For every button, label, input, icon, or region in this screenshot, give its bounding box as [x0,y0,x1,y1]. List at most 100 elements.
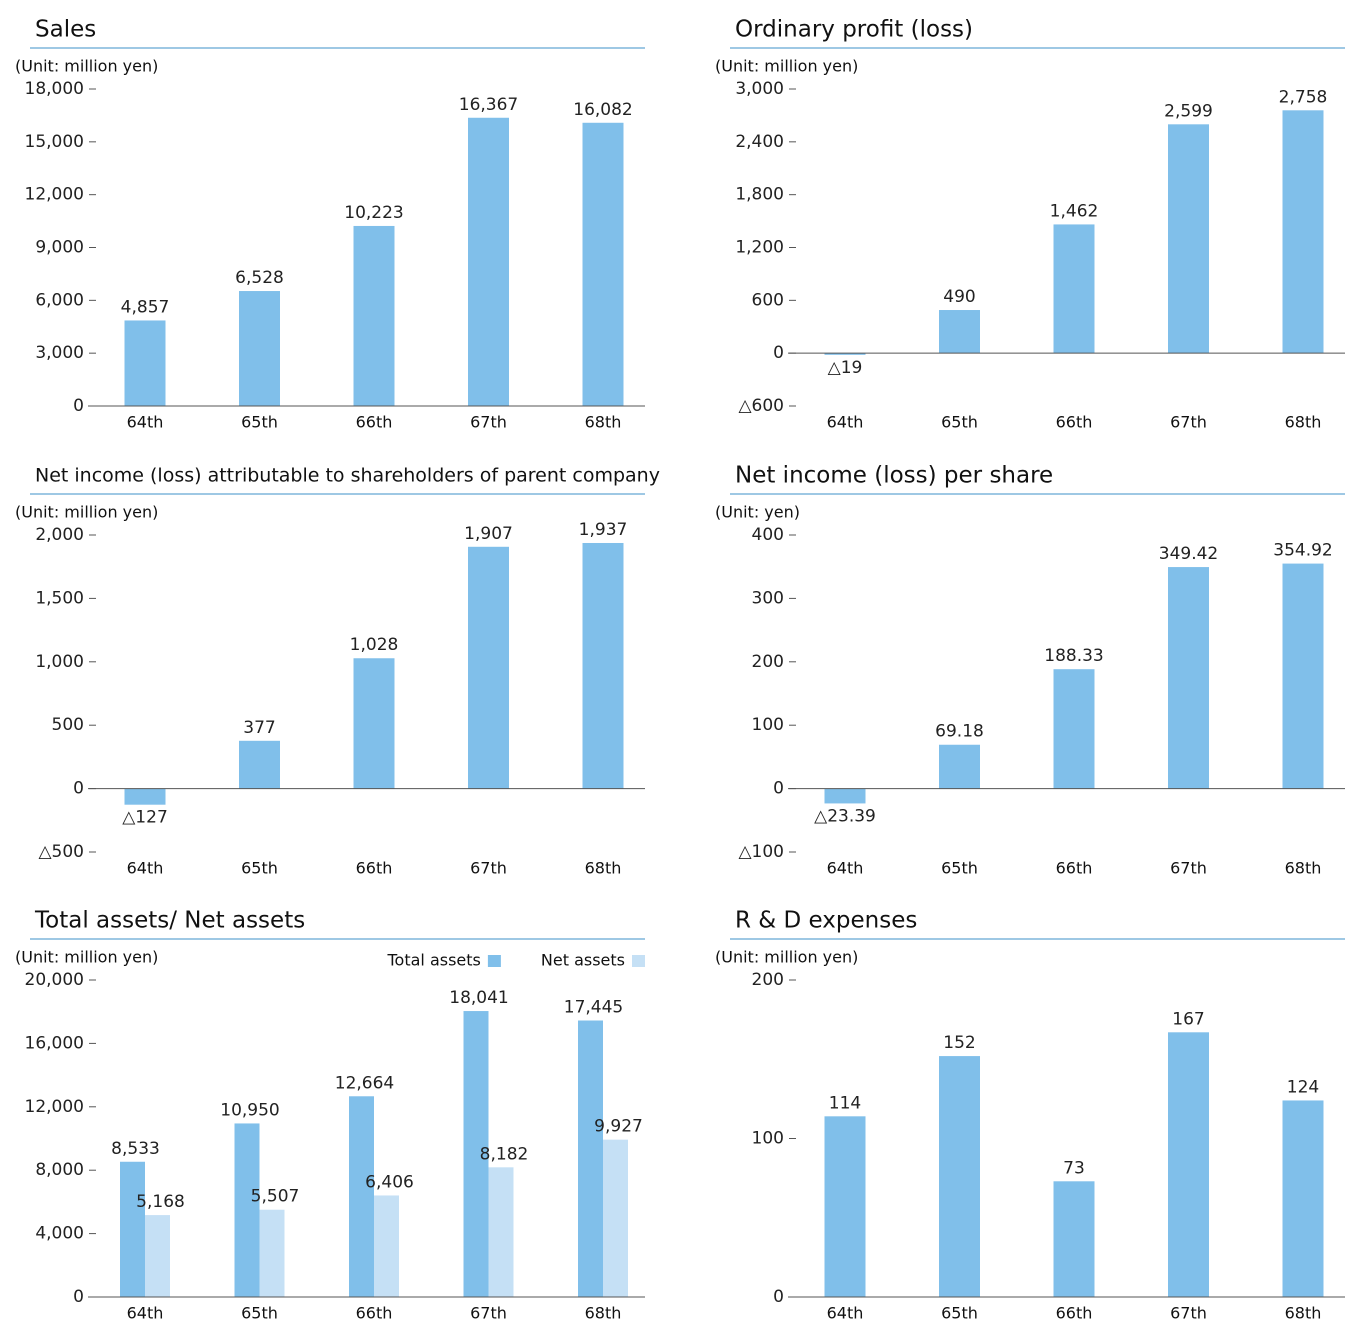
y-tick-label: 8,000 [35,1160,84,1180]
value-label: 4,857 [121,297,170,317]
x-tick-label: 66th [356,859,393,878]
value-label: 8,182 [480,1144,529,1164]
y-tick-label: 200 [752,970,784,990]
value-label: △19 [828,358,863,378]
bar [463,1011,489,1297]
y-tick-label: 100 [752,1129,784,1149]
bar [239,740,280,789]
value-label: 152 [943,1033,975,1053]
value-label: 354.92 [1273,541,1332,561]
bar [234,1123,260,1297]
bar [1282,563,1324,789]
y-tick-label: 0 [773,779,784,799]
bar [939,310,980,354]
y-tick-label: 400 [752,525,784,545]
chart-title: R & D expenses [735,908,917,934]
bar [1168,567,1209,789]
y-tick-label: 2,000 [35,525,84,545]
bar [1282,1100,1324,1297]
unit-label: (Unit: million yen) [715,948,858,967]
y-tick-label: 16,000 [25,1033,84,1053]
value-label: 9,927 [594,1117,643,1137]
x-tick-label: 68th [585,859,622,878]
x-tick-label: 64th [127,1304,164,1323]
value-label: 10,950 [220,1100,279,1120]
value-label: 16,082 [573,100,632,120]
bar [582,542,624,789]
value-label: 1,937 [579,520,628,540]
x-tick-label: 66th [356,1304,393,1323]
y-tick-label: 4,000 [35,1224,84,1244]
unit-label: (Unit: million yen) [15,57,158,76]
x-tick-label: 64th [127,413,164,432]
x-tick-label: 65th [941,413,978,432]
x-tick-label: 67th [470,859,507,878]
y-tick-label: 15,000 [25,132,84,152]
legend-swatch [632,955,645,967]
x-tick-label: 68th [585,413,622,432]
legend-swatch [487,955,501,967]
value-label: 8,533 [111,1139,160,1159]
x-tick-label: 67th [470,1304,507,1323]
x-tick-label: 65th [241,413,278,432]
bar [603,1139,628,1297]
value-label: 16,367 [459,95,518,115]
y-tick-label: 2,400 [735,132,784,152]
y-tick-label: 20,000 [25,970,84,990]
value-label: △127 [122,808,168,828]
value-label: 1,462 [1050,201,1099,221]
y-tick-label: 0 [773,1287,784,1307]
value-label: 1,907 [464,524,513,544]
value-label: 6,528 [235,268,284,288]
value-label: 12,664 [335,1073,394,1093]
bar [1168,124,1209,354]
y-tick-label: 1,800 [735,185,784,205]
value-label: 17,445 [564,997,623,1017]
x-tick-label: 65th [241,1304,278,1323]
bar [939,1056,980,1297]
y-tick-label: 0 [73,1287,84,1307]
x-tick-label: 67th [470,413,507,432]
value-label: 377 [243,718,275,738]
value-label: 124 [1287,1077,1319,1097]
value-label: 490 [943,287,975,307]
bar [124,788,166,805]
value-label: 2,758 [1279,87,1328,107]
value-label: 349.42 [1159,544,1218,564]
value-label: 5,507 [251,1187,300,1207]
bar [145,1215,170,1297]
bar [353,658,395,789]
bar [578,1020,603,1297]
chart-title: Net income (loss) attributable to shareh… [35,465,660,487]
value-label: 2,599 [1164,101,1213,121]
bar [824,788,866,804]
x-tick-label: 67th [1170,413,1207,432]
y-tick-label: △600 [738,396,784,416]
bar [468,546,509,789]
y-tick-label: 12,000 [25,185,84,205]
x-tick-label: 64th [827,859,864,878]
bar [824,1116,866,1297]
value-label: 10,223 [344,203,403,223]
bar [374,1195,399,1297]
bar [468,117,509,406]
x-tick-label: 68th [1285,859,1322,878]
y-tick-label: 0 [73,396,84,416]
value-label: 114 [829,1093,861,1113]
bar [353,225,395,406]
y-tick-label: 600 [752,290,784,310]
bar [488,1167,514,1297]
y-tick-label: 1,000 [35,652,84,672]
x-tick-label: 64th [827,1304,864,1323]
y-tick-label: 12,000 [25,1097,84,1117]
x-tick-label: 67th [1170,859,1207,878]
unit-label: (Unit: yen) [715,503,800,522]
y-tick-label: 100 [752,715,784,735]
value-label: 18,041 [449,988,508,1008]
unit-label: (Unit: million yen) [15,503,158,522]
y-tick-label: △100 [738,842,784,862]
y-tick-label: 3,000 [35,343,84,363]
x-tick-label: 65th [241,859,278,878]
value-label: 5,168 [136,1192,185,1212]
